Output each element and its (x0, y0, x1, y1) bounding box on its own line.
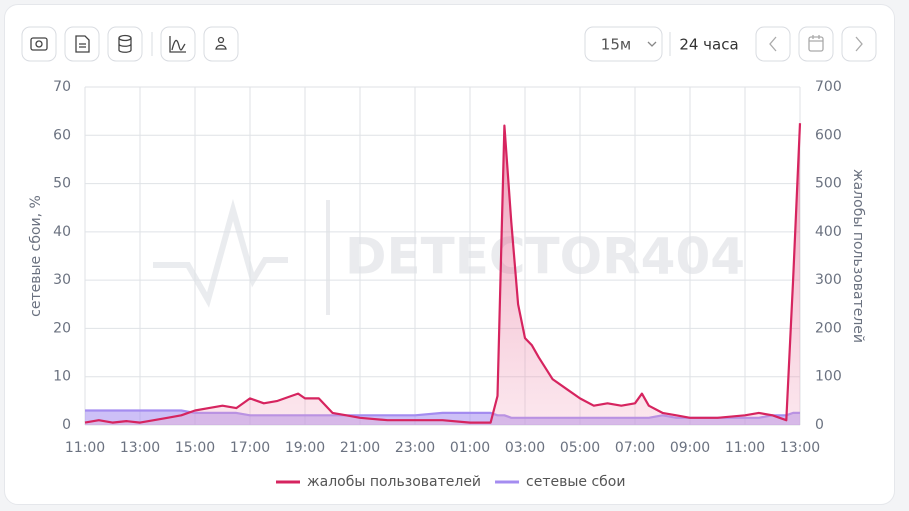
x-tick-label: 17:00 (230, 440, 270, 456)
x-tick-label: 11:00 (725, 440, 765, 456)
interval: 15м (601, 36, 631, 54)
y2-tick-label: 400 (815, 224, 842, 240)
y2-tick-label: 100 (815, 369, 842, 385)
y2-tick-label: 200 (815, 320, 842, 336)
range: 24 часа (679, 36, 738, 54)
y-tick-label: 30 (53, 272, 71, 288)
x-tick-label: 13:00 (120, 440, 160, 456)
y2-tick-label: 500 (815, 176, 842, 192)
y-tick-label: 20 (53, 320, 71, 336)
camera-button[interactable] (21, 26, 57, 62)
toolbar: 15м 24 часа (21, 26, 877, 62)
y2-tick-label: 700 (815, 79, 842, 95)
y-tick-label: 0 (62, 417, 71, 433)
y-axis-label: сетевые сбои, % (28, 195, 44, 317)
x-tick-label: 11:00 (65, 440, 105, 456)
legend-label: сетевые сбои (526, 474, 625, 490)
y-tick-label: 10 (53, 369, 71, 385)
interval-select[interactable] (584, 26, 663, 62)
x-tick-label: 05:00 (560, 440, 600, 456)
x-tick-label: 21:00 (340, 440, 380, 456)
y-tick-label: 70 (53, 79, 71, 95)
y-tick-label: 50 (53, 176, 71, 192)
next-button[interactable] (841, 26, 877, 62)
data-button[interactable] (107, 26, 143, 62)
x-tick-label: 01:00 (450, 440, 490, 456)
watermark-text: DETECTOR404 (345, 228, 745, 286)
y-tick-label: 60 (53, 127, 71, 143)
x-tick-label: 13:00 (780, 440, 820, 456)
y-tick-label: 40 (53, 224, 71, 240)
legend-label: жалобы пользователей (307, 474, 481, 490)
prev-button[interactable] (755, 26, 791, 62)
watermark: DETECTOR404 (153, 198, 745, 315)
y2-tick-label: 0 (815, 417, 824, 433)
x-tick-label: 07:00 (615, 440, 655, 456)
x-tick-label: 03:00 (505, 440, 545, 456)
x-tick-label: 19:00 (285, 440, 325, 456)
y2-tick-label: 300 (815, 272, 842, 288)
x-tick-label: 15:00 (175, 440, 215, 456)
line (84, 123, 802, 424)
x-tick-label: 09:00 (670, 440, 710, 456)
y2-axis-label: жалобы пользователей (850, 169, 866, 343)
user-button[interactable] (203, 26, 239, 62)
calendar-button[interactable] (798, 26, 834, 62)
x-tick-label: 23:00 (395, 440, 435, 456)
y2-tick-label: 600 (815, 127, 842, 143)
